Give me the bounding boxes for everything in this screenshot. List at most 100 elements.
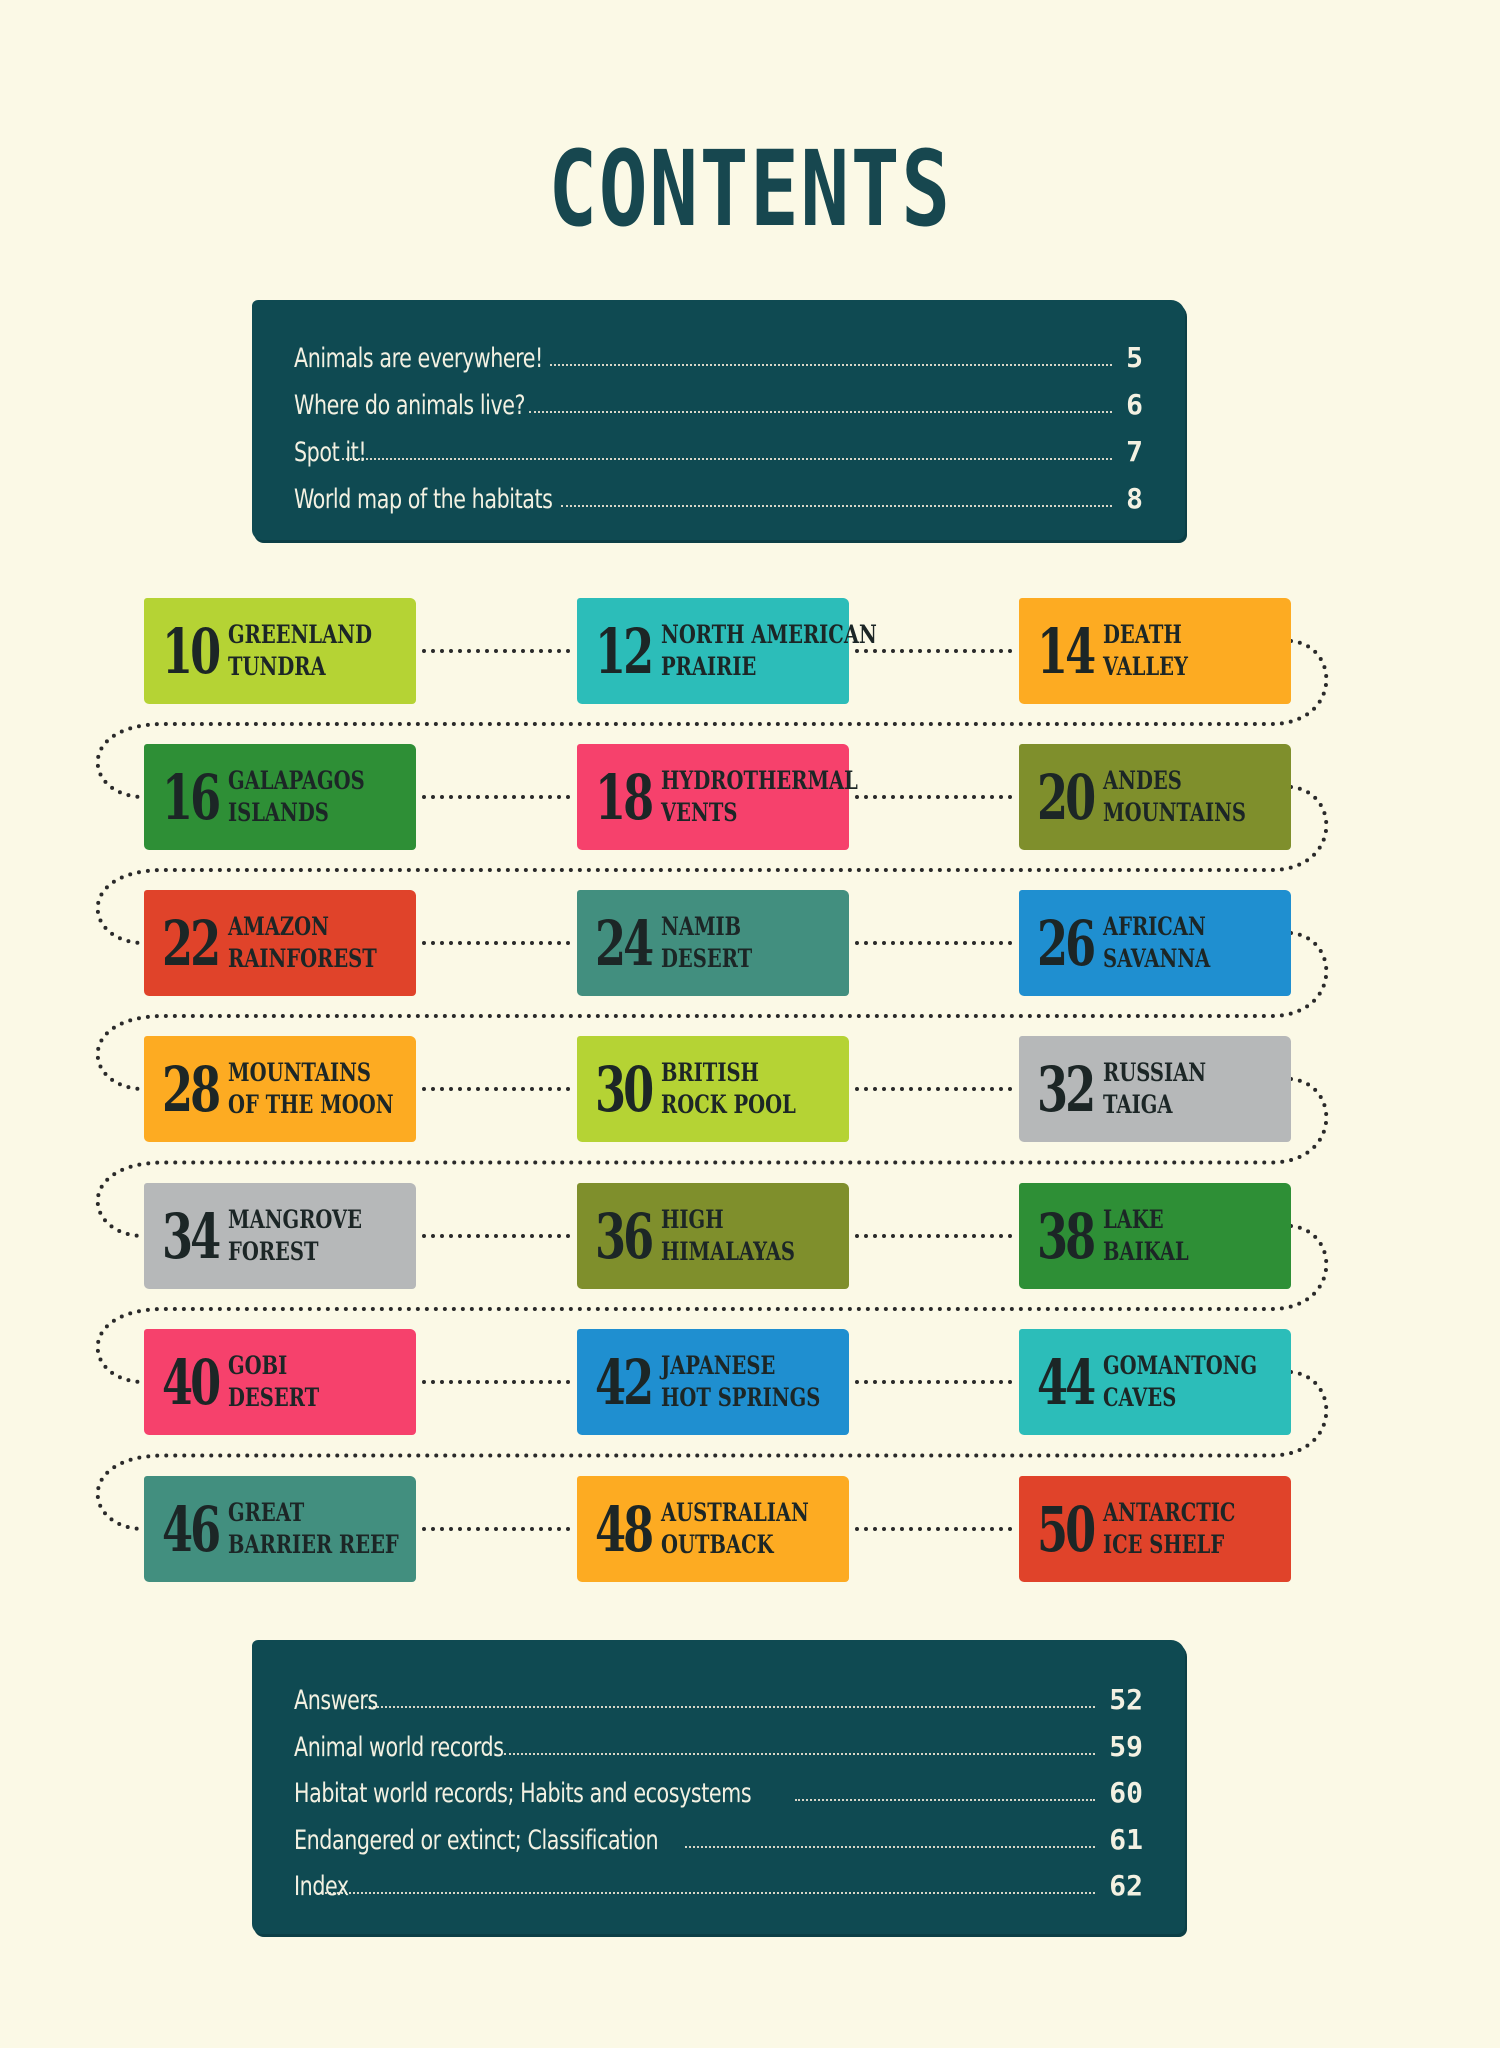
chapter-title: GALAPAGOS ISLANDS bbox=[228, 766, 365, 827]
chapter-page-number: 44 bbox=[1037, 1345, 1096, 1419]
chapter-title: HYDROTHERMAL VENTS bbox=[661, 766, 858, 827]
entry-page-number: 52 bbox=[1109, 1683, 1143, 1716]
entry-label: World map of the habitats bbox=[294, 484, 553, 515]
habitat-chapter-18[interactable]: 18 HYDROTHERMAL VENTS bbox=[577, 744, 858, 850]
chapter-title: RUSSIAN TAIGA bbox=[1103, 1058, 1207, 1119]
chapter-title: DEATH VALLEY bbox=[1103, 620, 1188, 681]
dot-leader bbox=[355, 1706, 1096, 1708]
dot-leader bbox=[321, 1892, 1096, 1894]
chapter-page-number: 48 bbox=[595, 1492, 654, 1566]
habitat-chapter-50[interactable]: 50 ANTARCTIC ICE SHELF bbox=[1019, 1476, 1291, 1582]
chapter-title: JAPANESE HOT SPRINGS bbox=[661, 1351, 821, 1412]
chapter-title: AMAZON RAINFOREST bbox=[228, 912, 377, 973]
chapter-title: NAMIB DESERT bbox=[661, 912, 753, 973]
chapter-page-number: 22 bbox=[162, 906, 221, 980]
entry-page-number: 5 bbox=[1126, 341, 1143, 374]
contents-entry[interactable]: Where do animals live? 6 bbox=[294, 381, 1143, 421]
habitat-chapter-30[interactable]: 30 BRITISH ROCK POOL bbox=[577, 1036, 849, 1142]
habitat-chapter-46[interactable]: 46 GREAT BARRIER REEF bbox=[144, 1476, 416, 1582]
chapter-page-number: 36 bbox=[595, 1199, 654, 1273]
chapter-page-number: 32 bbox=[1037, 1052, 1096, 1126]
habitat-chapter-14[interactable]: 14 DEATH VALLEY bbox=[1019, 598, 1291, 704]
chapter-page-number: 34 bbox=[162, 1199, 221, 1273]
dot-leader bbox=[528, 411, 1113, 413]
chapter-page-number: 26 bbox=[1037, 906, 1096, 980]
chapter-title: GREENLAND TUNDRA bbox=[228, 620, 372, 681]
chapter-title: AUSTRALIAN OUTBACK bbox=[661, 1498, 809, 1559]
contents-entry[interactable]: World map of the habitats 8 bbox=[294, 475, 1143, 515]
habitat-chapter-34[interactable]: 34 MANGROVE FOREST bbox=[144, 1183, 416, 1289]
chapter-title: ANDES MOUNTAINS bbox=[1103, 766, 1247, 827]
habitat-chapter-24[interactable]: 24 NAMIB DESERT bbox=[577, 890, 849, 996]
intro-contents-panel: Animals are everywhere! 5 Where do animals… bbox=[252, 300, 1185, 540]
chapter-page-number: 10 bbox=[162, 614, 221, 688]
entry-label: Spot it! bbox=[294, 437, 367, 468]
entry-page-number: 59 bbox=[1109, 1729, 1143, 1763]
chapter-page-number: 50 bbox=[1037, 1492, 1096, 1566]
habitat-chapter-12[interactable]: 12 NORTH AMERICAN PRAIRIE bbox=[577, 598, 877, 704]
habitat-chapter-28[interactable]: 28 MOUNTAINS OF THE MOON bbox=[144, 1036, 416, 1142]
entry-page-number: 8 bbox=[1126, 482, 1143, 515]
dot-leader bbox=[342, 458, 1113, 460]
chapter-title: AFRICAN SAVANNA bbox=[1103, 912, 1211, 973]
entry-label: Habitat world records; Habits and ecosys… bbox=[294, 1778, 752, 1809]
chapter-title: BRITISH ROCK POOL bbox=[661, 1058, 796, 1119]
chapter-title: NORTH AMERICAN PRAIRIE bbox=[661, 620, 877, 681]
dot-leader bbox=[685, 1845, 1096, 1848]
habitat-chapter-42[interactable]: 42 JAPANESE HOT SPRINGS bbox=[577, 1329, 849, 1435]
habitat-chapter-36[interactable]: 36 HIGH HIMALAYAS bbox=[577, 1183, 849, 1289]
chapter-title: GOMANTONG CAVES bbox=[1103, 1351, 1258, 1412]
habitat-chapter-48[interactable]: 48 AUSTRALIAN OUTBACK bbox=[577, 1476, 849, 1582]
chapter-page-number: 18 bbox=[595, 760, 654, 834]
contents-entry[interactable]: Animals are everywhere! 5 bbox=[294, 334, 1143, 374]
habitat-chapter-38[interactable]: 38 LAKE BAIKAL bbox=[1019, 1183, 1291, 1289]
chapter-page-number: 38 bbox=[1037, 1199, 1096, 1273]
contents-entry[interactable]: Spot it! 7 bbox=[294, 428, 1143, 468]
chapter-page-number: 40 bbox=[162, 1345, 221, 1419]
contents-entry[interactable]: Index 62 bbox=[294, 1862, 1143, 1902]
contents-entry[interactable]: Habitat world records; Habits and ecosys… bbox=[294, 1769, 1143, 1809]
habitat-chapter-10[interactable]: 10 GREENLAND TUNDRA bbox=[144, 598, 416, 704]
chapter-page-number: 28 bbox=[162, 1052, 221, 1126]
habitat-chapter-16[interactable]: 16 GALAPAGOS ISLANDS bbox=[144, 744, 416, 850]
habitat-chapter-40[interactable]: 40 GOBI DESERT bbox=[144, 1329, 416, 1435]
chapter-title: MOUNTAINS OF THE MOON bbox=[228, 1058, 394, 1119]
contents-entry[interactable]: Animal world records 59 bbox=[294, 1723, 1143, 1763]
habitat-chapter-32[interactable]: 32 RUSSIAN TAIGA bbox=[1019, 1036, 1291, 1142]
habitat-chapter-44[interactable]: 44 GOMANTONG CAVES bbox=[1019, 1329, 1291, 1435]
contents-entry[interactable]: Answers 52 bbox=[294, 1676, 1143, 1716]
contents-entry[interactable]: Endangered or extinct; Classification 61 bbox=[294, 1816, 1143, 1856]
chapter-title: GREAT BARRIER REEF bbox=[228, 1498, 399, 1559]
chapter-title: ANTARCTIC ICE SHELF bbox=[1103, 1498, 1236, 1559]
dot-leader bbox=[549, 364, 1113, 366]
entry-label: Answers bbox=[294, 1685, 378, 1716]
chapter-page-number: 20 bbox=[1037, 760, 1096, 834]
entry-label: Endangered or extinct; Classification bbox=[294, 1824, 659, 1856]
chapter-title: HIGH HIMALAYAS bbox=[661, 1205, 796, 1266]
chapter-page-number: 14 bbox=[1037, 614, 1096, 688]
chapter-title: MANGROVE FOREST bbox=[228, 1205, 363, 1266]
chapter-title: GOBI DESERT bbox=[228, 1351, 320, 1412]
dot-leader bbox=[503, 1752, 1096, 1755]
habitat-chapter-26[interactable]: 26 AFRICAN SAVANNA bbox=[1019, 890, 1291, 996]
entry-page-number: 61 bbox=[1109, 1822, 1143, 1856]
entry-label: Animal world records bbox=[294, 1731, 504, 1763]
page-title: CONTENTS bbox=[548, 128, 952, 250]
chapter-title: LAKE BAIKAL bbox=[1103, 1205, 1189, 1266]
dot-leader bbox=[561, 505, 1113, 507]
entry-page-number: 6 bbox=[1126, 388, 1143, 421]
entry-label: Where do animals live? bbox=[294, 390, 526, 421]
chapter-page-number: 42 bbox=[595, 1345, 654, 1419]
chapter-page-number: 16 bbox=[162, 760, 221, 834]
chapter-page-number: 30 bbox=[595, 1052, 654, 1126]
entry-page-number: 60 bbox=[1109, 1776, 1143, 1809]
entry-page-number: 62 bbox=[1109, 1869, 1143, 1902]
entry-label: Index bbox=[294, 1871, 349, 1902]
chapter-page-number: 24 bbox=[595, 906, 654, 980]
dot-leader bbox=[794, 1799, 1096, 1801]
habitat-chapter-22[interactable]: 22 AMAZON RAINFOREST bbox=[144, 890, 416, 996]
habitat-chapter-20[interactable]: 20 ANDES MOUNTAINS bbox=[1019, 744, 1291, 850]
entry-label: Animals are everywhere! bbox=[294, 343, 543, 374]
back-contents-panel: Answers 52 Animal world records 59 Habitat w… bbox=[252, 1640, 1185, 1934]
